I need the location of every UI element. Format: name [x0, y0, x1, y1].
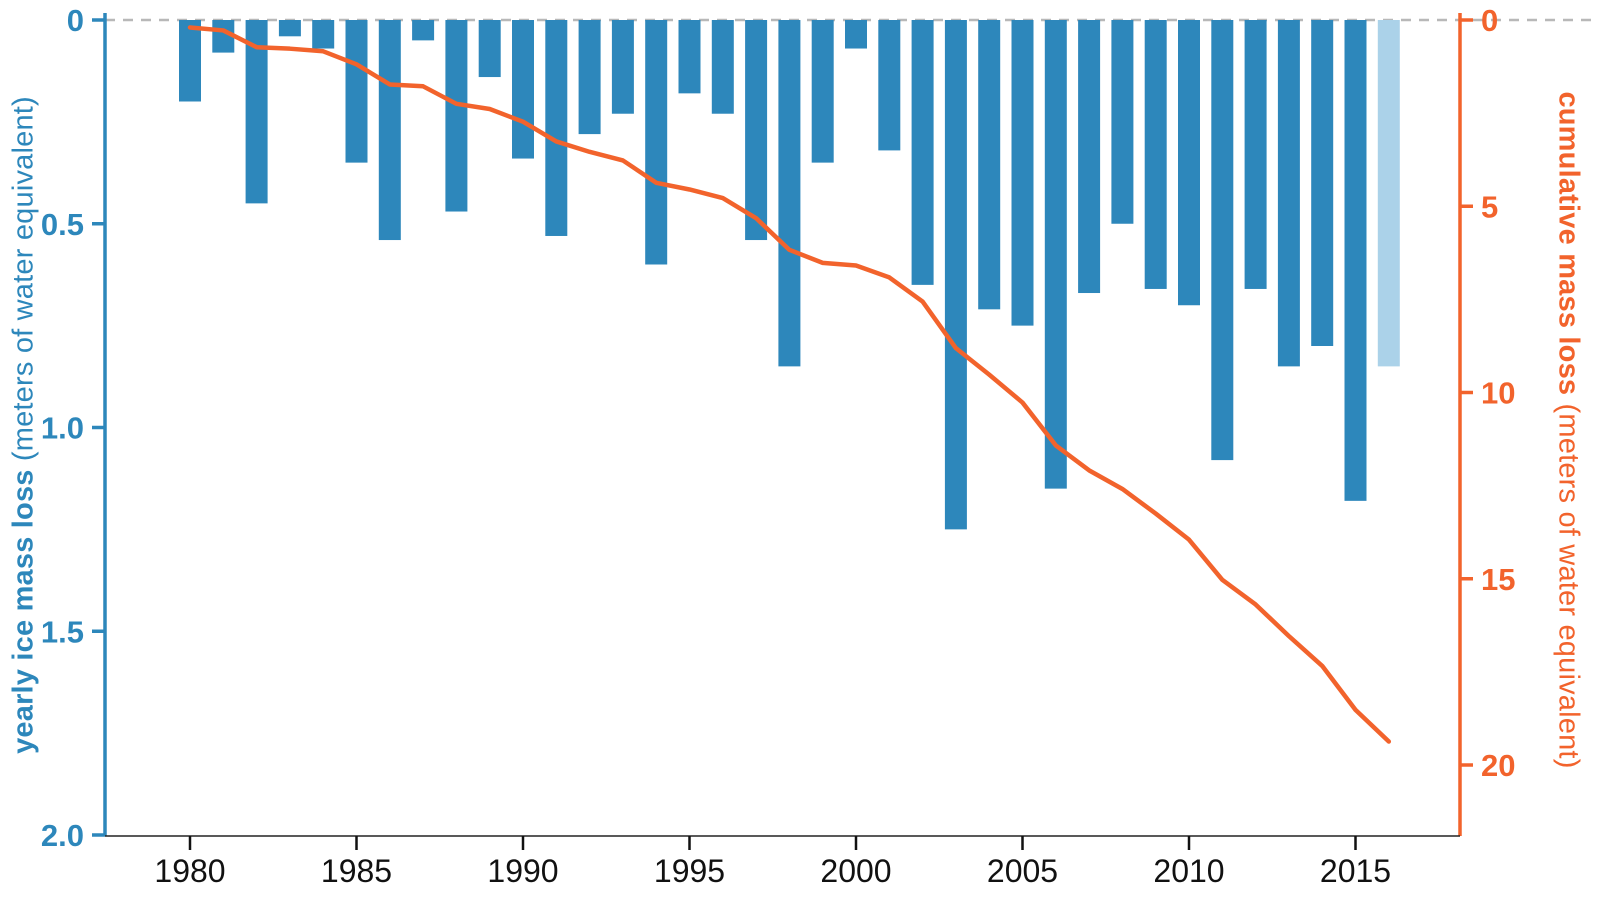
bar-1983 — [278, 20, 301, 37]
x-tick-label: 2000 — [820, 853, 891, 889]
bar-2015 — [1344, 20, 1367, 501]
bar-2011 — [1211, 20, 1234, 461]
bar-1995 — [678, 20, 701, 94]
right-tick-label: 15 — [1481, 562, 1515, 597]
right-tick-label: 10 — [1481, 376, 1515, 411]
bar-2006 — [1044, 20, 1067, 489]
bar-2001 — [878, 20, 901, 151]
bar-2016 — [1377, 20, 1400, 367]
bar-2002 — [911, 20, 934, 285]
left-tick-label: 2.0 — [41, 818, 84, 853]
bar-1988 — [445, 20, 468, 212]
x-tick-label: 2005 — [987, 853, 1058, 889]
bar-2008 — [1111, 20, 1134, 224]
right-tick-label: 5 — [1481, 189, 1498, 224]
bar-1999 — [811, 20, 834, 163]
bar-1980 — [179, 20, 201, 102]
x-tick-label: 1985 — [321, 853, 392, 889]
bar-1982 — [245, 20, 268, 204]
bar-1987 — [412, 20, 435, 41]
bar-1997 — [745, 20, 768, 241]
bar-1992 — [578, 20, 601, 135]
bar-2004 — [978, 20, 1001, 310]
bar-1986 — [378, 20, 401, 241]
bar-2014 — [1311, 20, 1334, 346]
bar-1998 — [778, 20, 801, 367]
bar-1996 — [711, 20, 734, 114]
bar-1984 — [312, 20, 335, 49]
bar-1993 — [611, 20, 634, 114]
bar-2012 — [1244, 20, 1267, 289]
left-tick-label: 0.5 — [41, 207, 84, 242]
right-tick-label: 0 — [1481, 3, 1498, 38]
x-tick-label: 1995 — [654, 853, 725, 889]
bar-1994 — [645, 20, 668, 265]
left-tick-label: 1.5 — [41, 614, 84, 649]
bar-1990 — [512, 20, 534, 159]
left-tick-label: 0 — [67, 3, 84, 38]
left-tick-label: 1.0 — [41, 411, 84, 446]
x-tick-label: 2010 — [1153, 853, 1224, 889]
bar-1985 — [345, 20, 368, 163]
bar-2010 — [1178, 20, 1200, 306]
cumulative-line — [187, 25, 1392, 744]
bar-1989 — [478, 20, 501, 78]
right-tick-label: 20 — [1481, 748, 1515, 783]
x-tick-label: 1980 — [154, 853, 225, 889]
bar-1991 — [545, 20, 568, 236]
bar-2007 — [1078, 20, 1101, 294]
bar-2000 — [845, 20, 867, 49]
bar-2003 — [944, 20, 967, 530]
bar-2009 — [1144, 20, 1167, 289]
x-tick-label: 1990 — [487, 853, 558, 889]
x-tick-label: 2015 — [1320, 853, 1391, 889]
bar-2013 — [1277, 20, 1300, 367]
bar-2005 — [1011, 20, 1034, 326]
